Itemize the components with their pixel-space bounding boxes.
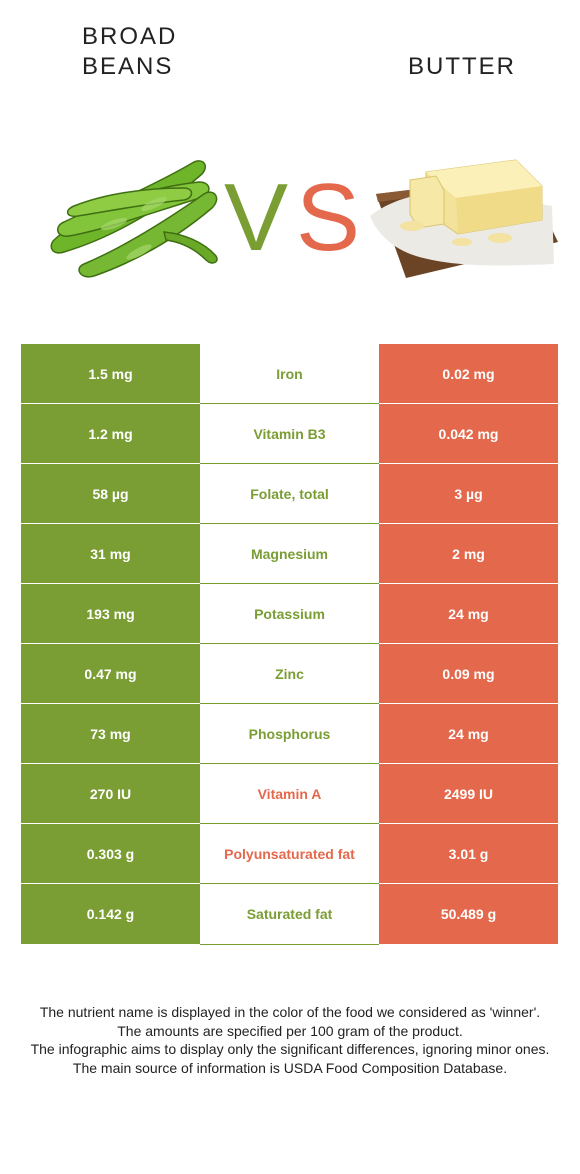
right-food-value: 24 mg bbox=[379, 704, 558, 763]
nutrient-name: Saturated fat bbox=[200, 884, 379, 945]
left-food-value: 1.5 mg bbox=[21, 344, 200, 403]
right-food-value: 0.042 mg bbox=[379, 404, 558, 463]
right-food-value: 0.02 mg bbox=[379, 344, 558, 403]
vs-letter-s: S bbox=[296, 164, 361, 271]
nutrient-name: Polyunsaturated fat bbox=[200, 824, 379, 884]
table-row: 1.5 mg Iron 0.02 mg bbox=[21, 344, 558, 404]
broad-beans-image bbox=[50, 160, 218, 278]
nutrient-name: Vitamin A bbox=[200, 764, 379, 824]
footnotes: The nutrient name is displayed in the co… bbox=[16, 1003, 564, 1077]
left-food-value: 0.142 g bbox=[21, 884, 200, 944]
table-row: 73 mg Phosphorus 24 mg bbox=[21, 704, 558, 764]
vs-letter-v: V bbox=[224, 164, 289, 271]
left-food-value: 0.303 g bbox=[21, 824, 200, 883]
right-food-value: 24 mg bbox=[379, 584, 558, 643]
right-food-value: 3.01 g bbox=[379, 824, 558, 883]
left-food-value: 58 µg bbox=[21, 464, 200, 523]
table-row: 31 mg Magnesium 2 mg bbox=[21, 524, 558, 584]
table-row: 0.142 g Saturated fat 50.489 g bbox=[21, 884, 558, 945]
footnote-significance: The infographic aims to display only the… bbox=[30, 1041, 550, 1057]
table-row: 58 µg Folate, total 3 µg bbox=[21, 464, 558, 524]
table-row: 193 mg Potassium 24 mg bbox=[21, 584, 558, 644]
comparison-table: 1.5 mg Iron 0.02 mg 1.2 mg Vitamin B3 0.042 m… bbox=[21, 344, 558, 945]
right-food-title: BUTTER bbox=[408, 53, 516, 80]
left-food-value: 193 mg bbox=[21, 584, 200, 643]
left-food-title: BROAD BEANS bbox=[82, 23, 178, 80]
left-food-value: 31 mg bbox=[21, 524, 200, 583]
nutrient-name: Vitamin B3 bbox=[200, 404, 379, 464]
table-row: 0.303 g Polyunsaturated fat 3.01 g bbox=[21, 824, 558, 884]
footnote-source: The main source of information is USDA F… bbox=[72, 1059, 508, 1076]
nutrient-name: Magnesium bbox=[200, 524, 379, 584]
nutrient-name: Potassium bbox=[200, 584, 379, 644]
nutrient-name: Folate, total bbox=[200, 464, 379, 524]
table-row: 270 IU Vitamin A 2499 IU bbox=[21, 764, 558, 824]
left-food-value: 270 IU bbox=[21, 764, 200, 823]
right-food-value: 0.09 mg bbox=[379, 644, 558, 703]
right-food-value: 2499 IU bbox=[379, 764, 558, 823]
table-row: 0.47 mg Zinc 0.09 mg bbox=[21, 644, 558, 704]
right-food-value: 50.489 g bbox=[379, 884, 558, 944]
left-food-value: 1.2 mg bbox=[21, 404, 200, 463]
butter-image bbox=[370, 159, 558, 278]
table-row: 1.2 mg Vitamin B3 0.042 mg bbox=[21, 404, 558, 464]
footnote-amounts: The amounts are specified per 100 gram o… bbox=[117, 1022, 463, 1039]
nutrient-name: Phosphorus bbox=[200, 704, 379, 764]
right-food-value: 2 mg bbox=[379, 524, 558, 583]
right-food-value: 3 µg bbox=[379, 464, 558, 523]
nutrient-name: Iron bbox=[200, 344, 379, 404]
nutrient-name: Zinc bbox=[200, 644, 379, 704]
left-food-value: 0.47 mg bbox=[21, 644, 200, 703]
footnote-winner: The nutrient name is displayed in the co… bbox=[39, 1004, 541, 1020]
left-food-value: 73 mg bbox=[21, 704, 200, 763]
